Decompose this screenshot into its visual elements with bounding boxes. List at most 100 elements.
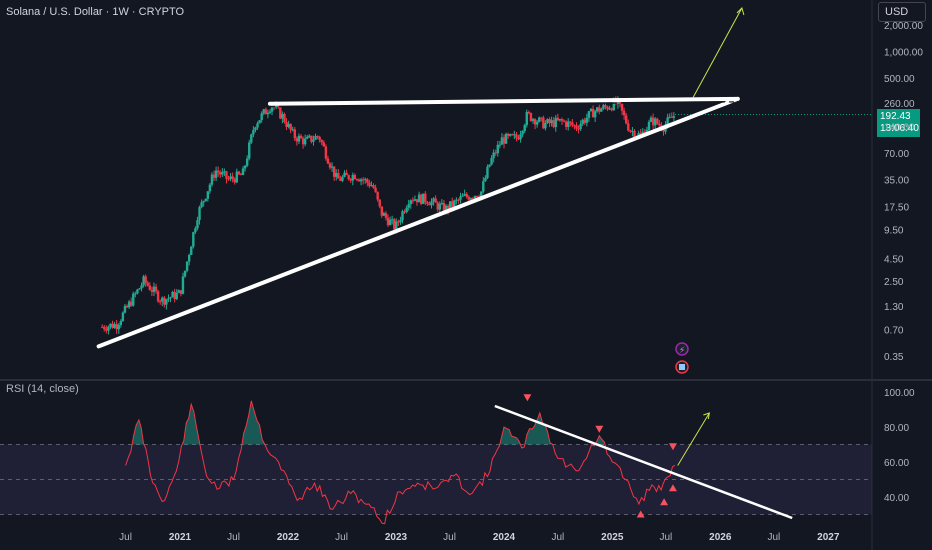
time-tick-label: Jul — [335, 532, 348, 543]
candle-body — [167, 298, 170, 300]
candle-body — [252, 129, 255, 135]
candle — [312, 135, 315, 146]
candle — [142, 274, 145, 288]
price-axis[interactable]: 2,000.00 1,000.00 500.00 260.00 140.00 70.00 3… — [884, 21, 923, 363]
candle — [308, 134, 311, 139]
candle — [187, 253, 191, 266]
candle — [484, 175, 487, 182]
candle — [260, 111, 263, 123]
candle — [531, 117, 535, 124]
candle — [569, 120, 572, 127]
candle-body — [194, 228, 197, 233]
candle-body — [364, 179, 367, 181]
candle — [554, 115, 557, 132]
candle — [241, 166, 245, 176]
candle — [598, 104, 601, 115]
candle-body — [349, 179, 352, 181]
candle — [279, 106, 282, 120]
candle-body — [413, 199, 417, 201]
candle-body — [670, 116, 673, 118]
time-tick-label: 2022 — [277, 532, 300, 543]
candle-body — [248, 142, 251, 159]
candle — [631, 126, 634, 137]
candle — [173, 288, 176, 303]
price-tick-label: 9.50 — [884, 226, 904, 237]
price-tick-label: 140.00 — [884, 123, 915, 134]
candle — [409, 199, 412, 209]
candle — [432, 197, 435, 206]
candle-body — [285, 122, 288, 128]
candle-body — [173, 291, 176, 300]
candle-body — [403, 211, 406, 213]
candle — [393, 217, 396, 232]
candle-body — [121, 312, 125, 322]
candle — [281, 111, 284, 124]
candle — [407, 199, 410, 211]
candle — [672, 112, 676, 121]
rsi-tick-label: 40.00 — [884, 493, 909, 504]
candle — [328, 162, 332, 170]
candle-body — [192, 232, 195, 247]
candle-body — [415, 199, 419, 203]
candle-body — [604, 105, 607, 107]
candle — [372, 183, 375, 189]
candle-body — [175, 292, 178, 300]
candle-body — [254, 127, 257, 130]
candle-body — [651, 117, 655, 126]
candle — [136, 288, 139, 295]
candle-body — [125, 305, 129, 308]
candle — [544, 120, 547, 131]
candle-body — [156, 291, 160, 302]
time-axis[interactable]: Jul 2021 Jul 2022 Jul 2023 Jul 2024 Jul 2025 Jul 20… — [119, 532, 840, 543]
candle — [310, 135, 313, 144]
candle-body — [492, 152, 495, 159]
candle — [337, 169, 340, 179]
price-tick-label: 260.00 — [884, 99, 915, 110]
candle — [347, 174, 350, 181]
candle-body — [424, 193, 427, 203]
candle — [376, 191, 379, 202]
rsi-line — [125, 400, 676, 525]
price-tick-label: 0.70 — [884, 325, 904, 336]
candle-body — [436, 202, 439, 210]
candle-body — [658, 123, 661, 126]
candle-body — [540, 117, 543, 119]
candle-body — [399, 220, 402, 223]
candle-body — [318, 136, 321, 141]
candle-body — [117, 325, 120, 330]
candle — [504, 132, 508, 144]
candle-body — [306, 136, 309, 139]
time-tick-label: Jul — [659, 532, 672, 543]
currency-button[interactable]: USD — [878, 2, 926, 22]
candle-body — [347, 175, 350, 180]
candle-body — [146, 282, 149, 286]
candle-body — [552, 120, 555, 128]
candle-body — [210, 174, 214, 185]
candle-body — [132, 293, 135, 306]
candle — [335, 169, 338, 181]
candle-body — [581, 119, 584, 124]
price-tick-label: 35.00 — [884, 176, 909, 187]
rsi-tick-label: 60.00 — [884, 458, 909, 469]
candle — [419, 193, 423, 206]
candle — [459, 192, 462, 204]
candle — [370, 181, 373, 187]
candle-body — [656, 118, 659, 124]
candle-body — [569, 121, 572, 123]
candle — [494, 149, 497, 156]
candle — [364, 177, 367, 184]
candle-body — [378, 199, 381, 207]
candle-body — [591, 108, 595, 118]
price-tick-label: 70.00 — [884, 149, 909, 160]
candle-body — [542, 117, 545, 129]
candle-body — [337, 173, 340, 179]
candle — [629, 129, 632, 134]
candle-body — [525, 112, 528, 126]
candle — [316, 135, 319, 140]
candle-body — [299, 135, 303, 139]
candle-body — [196, 220, 199, 229]
candle — [658, 119, 661, 129]
candle-body — [639, 133, 642, 135]
candle — [602, 102, 605, 110]
